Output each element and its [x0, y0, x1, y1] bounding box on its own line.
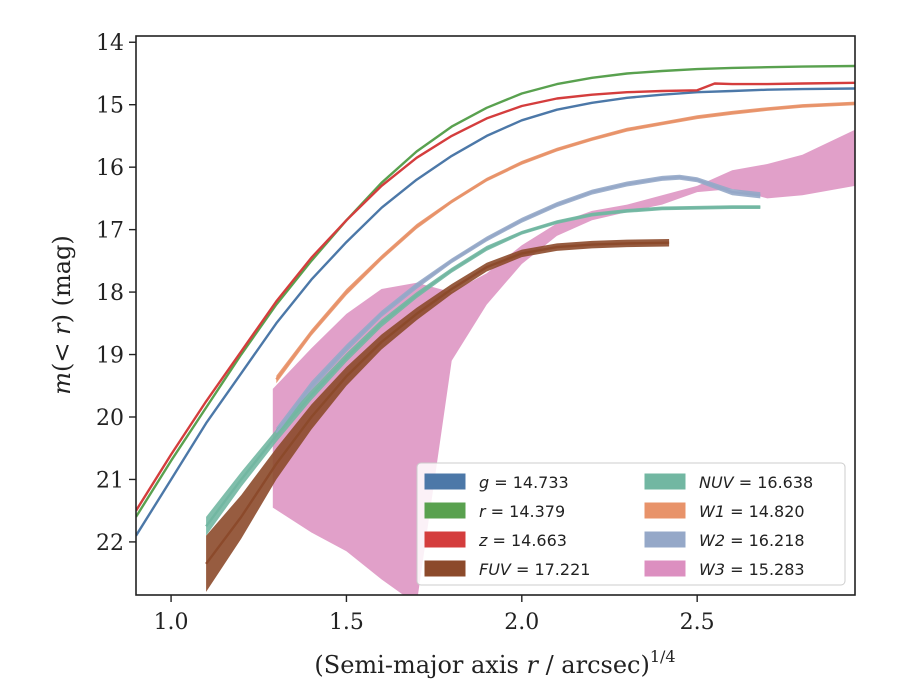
y-tick-label: 18 [96, 281, 124, 306]
legend-item-w3: W3 = 15.283 [644, 560, 805, 579]
y-tick-label: 17 [96, 219, 124, 244]
legend-swatch [424, 531, 466, 548]
y-tick-label: 15 [96, 94, 124, 119]
x-tick-label: 1.5 [329, 610, 364, 635]
series-line-w2 [275, 175, 761, 434]
series-line-nuv [205, 205, 761, 528]
series-line-w1 [275, 102, 855, 381]
legend-label: W3 = 15.283 [699, 560, 805, 579]
legend-swatch [424, 560, 466, 577]
legend-label: NUV = 16.638 [699, 473, 813, 492]
x-tick-label: 2.5 [680, 610, 715, 635]
legend-label: FUV = 17.221 [479, 560, 590, 579]
legend-item-fuv: FUV = 17.221 [424, 560, 590, 579]
y-tick-label: 20 [96, 406, 124, 431]
series-line-fuv [205, 241, 670, 565]
legend-item-g: g = 14.733 [424, 473, 569, 492]
legend-label: W1 = 14.820 [699, 502, 805, 521]
y-tick-label: 19 [96, 344, 124, 369]
legend-label: g = 14.733 [479, 473, 569, 492]
y-axis-ticks: 14 15 16 17 18 19 20 21 22 [96, 31, 136, 556]
legend-swatch [644, 531, 686, 548]
x-tick-label: 2.0 [504, 610, 539, 635]
y-tick-label: 16 [96, 156, 124, 181]
legend-label: z = 14.663 [478, 531, 567, 550]
legend-swatch [644, 473, 686, 490]
plot-frame [135, 35, 856, 596]
x-axis-ticks: 1.0 1.5 2.0 2.5 [154, 595, 715, 635]
legend-item-r: r = 14.379 [424, 502, 565, 521]
y-tick-label: 21 [96, 468, 124, 493]
legend-swatch [644, 560, 686, 577]
legend-item-w1: W1 = 14.820 [644, 502, 805, 521]
y-tick-label: 22 [96, 531, 124, 556]
legend-item-z: z = 14.663 [424, 531, 567, 550]
series-line-z [136, 81, 855, 512]
legend: g = 14.733 r = 14.379 z = 14.663 FUV = 17.2… [416, 462, 846, 586]
legend-label: r = 14.379 [479, 502, 565, 521]
series-line-g [136, 87, 855, 537]
legend-item-w2: W2 = 16.218 [644, 531, 805, 550]
legend-item-nuv: NUV = 16.638 [644, 473, 813, 492]
legend-swatch [644, 502, 686, 519]
x-tick-label: 1.0 [154, 610, 189, 635]
legend-box [416, 462, 846, 586]
legend-swatch [424, 473, 466, 490]
legend-label: W2 = 16.218 [699, 531, 805, 550]
y-tick-label: 14 [96, 31, 124, 56]
series-line-r [136, 64, 855, 518]
x-axis-label: (Semi-major axis r / arcsec)1/4 [314, 647, 675, 679]
y-axis-label: m(< r) (mag) [48, 235, 76, 395]
series-lines [136, 64, 855, 565]
legend-swatch [424, 502, 466, 519]
